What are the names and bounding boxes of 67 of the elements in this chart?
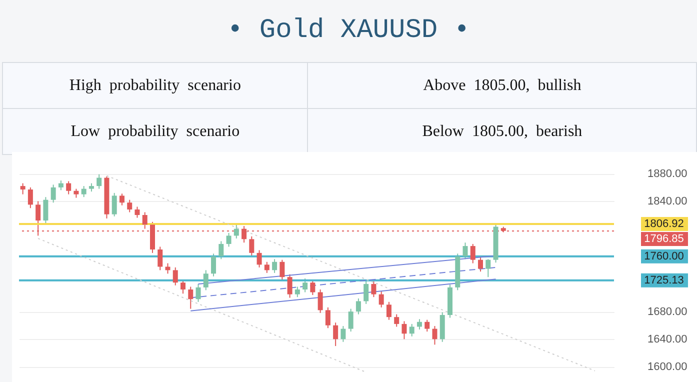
- candlestick: [264, 261, 270, 274]
- text: Low probability scenario: [2, 108, 308, 154]
- candlestick: [58, 180, 64, 191]
- candlestick: [96, 174, 102, 190]
- candlestick: [119, 193, 124, 206]
- candlestick: [386, 301, 392, 320]
- candlestick: [112, 192, 117, 217]
- candlestick: [416, 318, 422, 330]
- candlestick: [432, 326, 438, 346]
- candlestick: [196, 283, 201, 302]
- candlestick: [378, 291, 384, 308]
- candlestick: [294, 286, 300, 298]
- candlestick: [20, 182, 26, 195]
- y-tick-label: 1840.00: [648, 196, 688, 208]
- candlestick: [66, 180, 72, 195]
- candlestick: [409, 323, 414, 337]
- candlestick: [43, 196, 48, 224]
- ref-line-label: 1725.13: [644, 274, 684, 286]
- candlestick: [142, 212, 148, 230]
- y-tick-label: 1600.00: [648, 361, 688, 374]
- candlestick: [172, 266, 178, 286]
- candlestick: [280, 259, 285, 280]
- candlestick: [356, 298, 361, 315]
- candlestick: [478, 256, 484, 272]
- candlestick: [302, 278, 308, 293]
- candlestick: [127, 199, 132, 213]
- candlestick: [180, 279, 186, 294]
- y-tick-label: 1680.00: [648, 306, 688, 318]
- candlestick: [134, 206, 140, 218]
- candlestick: [272, 258, 278, 274]
- candlestick: [364, 279, 369, 304]
- candlestick: [28, 186, 33, 209]
- ref-line-label: 1760.00: [644, 250, 684, 262]
- candlestick: [325, 306, 330, 329]
- candlestick: [462, 242, 468, 260]
- candlestick: [318, 288, 323, 314]
- candlestick: [340, 326, 346, 342]
- candlestick: [188, 286, 194, 310]
- candlestick: [348, 308, 354, 332]
- text: Below 1805.00, bearish: [308, 108, 696, 154]
- candlestick: [218, 240, 224, 260]
- candlestick: [256, 250, 262, 268]
- ref-line-label: 1806.92: [644, 218, 684, 230]
- candlestick: [287, 274, 292, 298]
- text: High probability scenario: [2, 62, 308, 108]
- candlestick: [50, 184, 56, 204]
- candlestick: [249, 236, 254, 257]
- ref-line-label: 1796.85: [644, 233, 684, 246]
- candlestick: [158, 246, 163, 271]
- candlestick: [333, 322, 338, 347]
- candlestick: [486, 258, 491, 278]
- candlestick: [203, 270, 208, 291]
- y-tick-label: 1880.00: [648, 168, 688, 180]
- candlestick: [226, 232, 232, 248]
- candlestick: [234, 223, 239, 239]
- y-tick-label: 1640.00: [648, 334, 688, 346]
- candlestick: [470, 243, 476, 264]
- text: Above 1805.00, bullish: [308, 62, 696, 108]
- candlestick: [394, 314, 400, 328]
- candlestick: [402, 320, 407, 340]
- candlestick: [81, 186, 86, 198]
- candlestick: [211, 253, 216, 277]
- candlestick: [424, 319, 430, 332]
- chart-title: • Gold XAUUSD •: [226, 15, 472, 48]
- candlestick: [165, 262, 170, 274]
- candlestick: [371, 280, 376, 298]
- candlestick: [310, 280, 316, 296]
